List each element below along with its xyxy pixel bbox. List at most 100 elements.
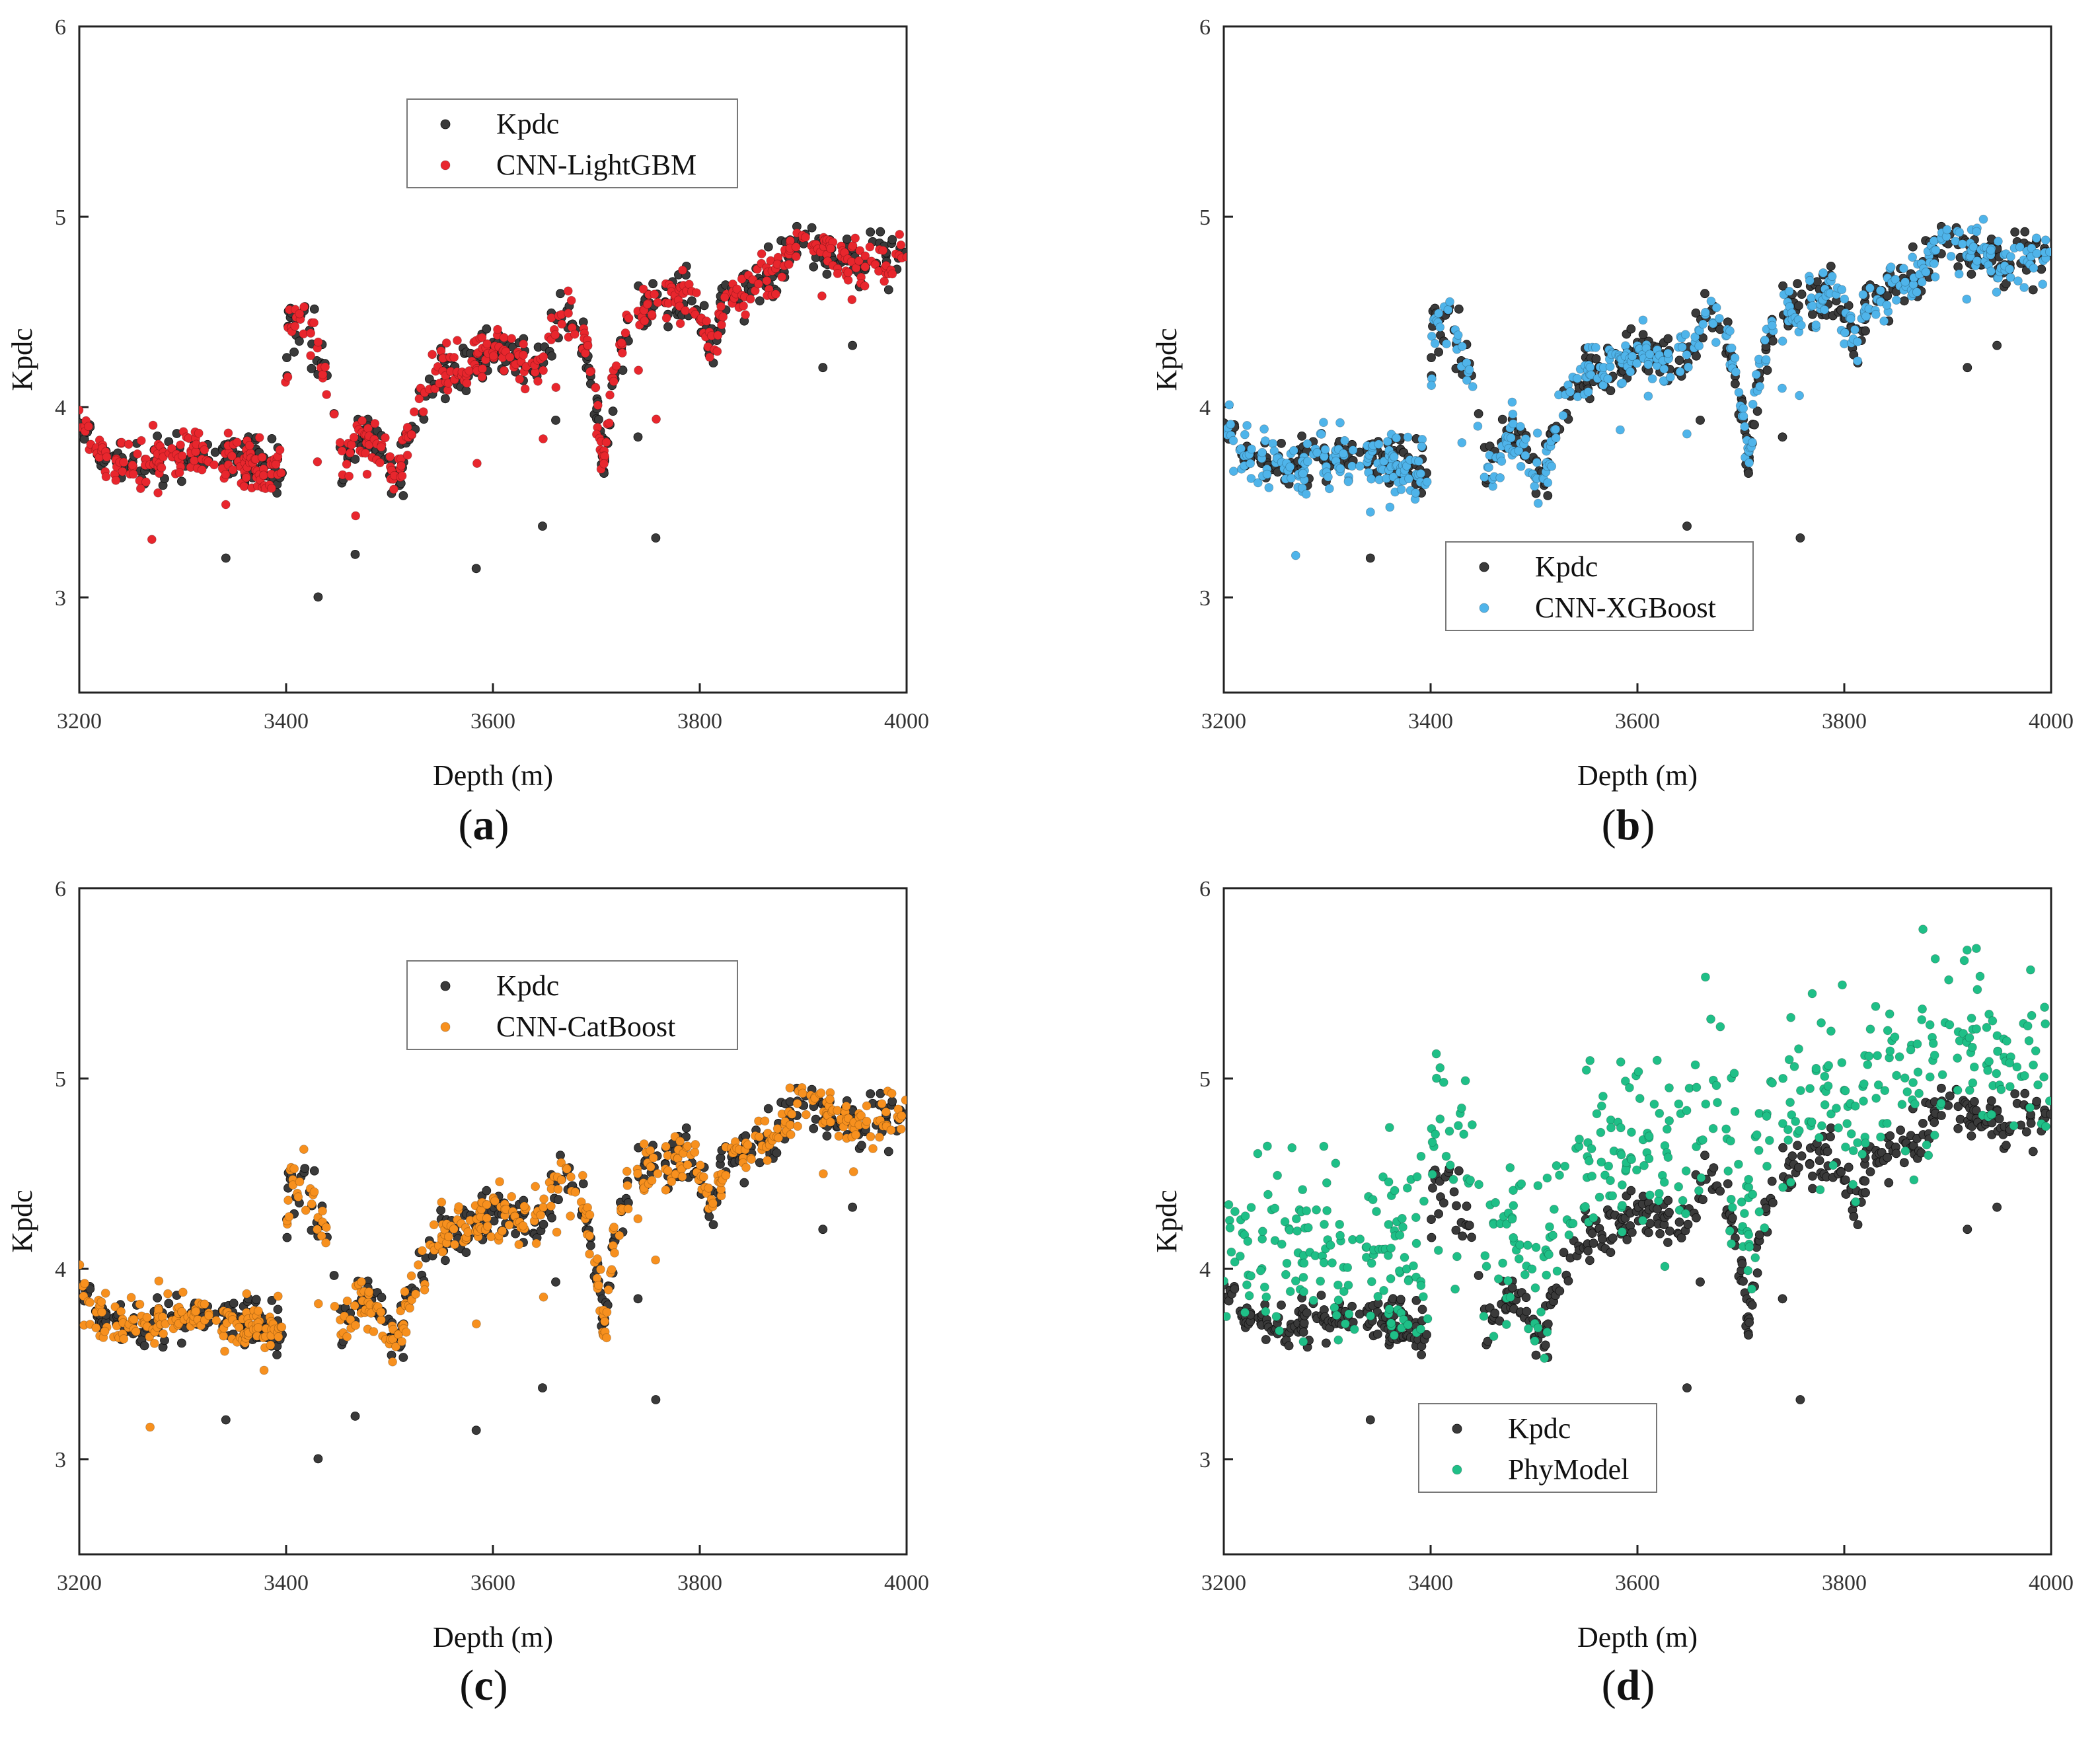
- phymodel-point: [1540, 1353, 1550, 1363]
- phymodel-point: [1649, 1100, 1659, 1109]
- series-cnn-catboost: [79, 1083, 907, 1432]
- phymodel-point: [1715, 1022, 1725, 1032]
- phymodel-point: [1585, 1056, 1595, 1065]
- phymodel-point: [1257, 1227, 1267, 1236]
- phymodel-point: [1299, 1258, 1309, 1268]
- cnn-catboost-point: [131, 1327, 141, 1336]
- cnn-catboost-point: [593, 1254, 602, 1264]
- phymodel-point: [1548, 1231, 1557, 1240]
- cnn-lightgbm-point: [539, 365, 548, 375]
- phymodel-point: [1988, 1016, 1998, 1026]
- cnn-xgboost-point: [1389, 452, 1399, 462]
- x-tick-label: 3400: [1408, 709, 1453, 734]
- phymodel-point: [1568, 1219, 1578, 1229]
- kpdc-point: [818, 363, 828, 373]
- cnn-lightgbm-point: [477, 372, 487, 382]
- cnn-xgboost-point: [1808, 301, 1817, 311]
- cnn-xgboost-point: [1778, 383, 1787, 393]
- kpdc-point: [1692, 1213, 1701, 1223]
- phymodel-point: [1291, 1276, 1300, 1286]
- cnn-xgboost-point: [1434, 309, 1444, 319]
- cnn-lightgbm-point: [720, 292, 730, 302]
- phymodel-point: [1727, 1239, 1737, 1248]
- kpdc-point: [1945, 1091, 1955, 1101]
- kpdc-point: [1674, 1217, 1684, 1227]
- phymodel-point: [1372, 1207, 1381, 1217]
- cnn-lightgbm-point: [605, 418, 614, 428]
- phymodel-point: [1259, 1282, 1269, 1292]
- kpdc-point: [300, 1164, 310, 1173]
- cnn-catboost-point: [866, 1132, 876, 1141]
- phymodel-point: [1416, 1281, 1426, 1291]
- cnn-catboost-point: [135, 1299, 145, 1309]
- cnn-xgboost-point: [1480, 473, 1489, 482]
- phymodel-point: [1617, 1180, 1627, 1190]
- panel-letter: a: [473, 801, 495, 849]
- cnn-catboost-point: [602, 1307, 612, 1317]
- cnn-xgboost-point: [1246, 474, 1256, 483]
- kpdc-point: [1643, 1228, 1653, 1238]
- x-tick-label: 3600: [1615, 709, 1660, 734]
- kpdc-point: [547, 351, 556, 361]
- cnn-lightgbm-point: [878, 246, 888, 255]
- cnn-xgboost-point: [1744, 458, 1754, 468]
- cnn-lightgbm-point: [309, 318, 319, 328]
- phymodel-point: [1256, 1266, 1265, 1275]
- phymodel-point: [1596, 1127, 1606, 1137]
- phymodel-point: [1721, 1124, 1731, 1134]
- cnn-xgboost-point: [1382, 437, 1392, 446]
- phymodel-point: [1618, 1201, 1627, 1210]
- phymodel-point: [1762, 1112, 1772, 1121]
- phymodel-point: [1784, 1055, 1794, 1065]
- cnn-catboost-point: [346, 1315, 356, 1324]
- cnn-xgboost-point: [1986, 245, 1996, 255]
- cnn-lightgbm-point: [855, 246, 865, 256]
- phymodel-point: [1439, 1077, 1448, 1087]
- cnn-lightgbm-point: [119, 457, 129, 467]
- kpdc-point: [1277, 439, 1286, 448]
- kpdc-point: [1955, 1114, 1965, 1124]
- cnn-lightgbm-point: [591, 383, 601, 393]
- kpdc-point: [139, 1341, 149, 1351]
- cnn-xgboost-point: [1316, 430, 1326, 439]
- phymodel-point: [1596, 1157, 1606, 1167]
- cnn-lightgbm-point: [652, 414, 661, 424]
- phymodel-point: [1240, 1211, 1250, 1221]
- kpdc-point: [2010, 227, 2020, 237]
- cnn-xgboost-point: [1572, 373, 1582, 383]
- y-tick-label: 3: [1199, 586, 1211, 611]
- cnn-xgboost-point: [1706, 296, 1716, 306]
- cnn-lightgbm-point: [601, 437, 611, 447]
- kpdc-point: [309, 304, 319, 314]
- phymodel-point: [1959, 956, 1969, 966]
- phymodel-point: [1397, 1213, 1407, 1223]
- x-tick-label: 4000: [2029, 1571, 2074, 1595]
- cnn-lightgbm-point: [221, 470, 231, 479]
- kpdc-point: [1860, 1176, 1870, 1186]
- cnn-xgboost-point: [2038, 280, 2048, 289]
- series-cnn-lightgbm: [79, 228, 907, 545]
- cnn-lightgbm-point: [141, 477, 151, 487]
- kpdc-point: [377, 1293, 387, 1303]
- kpdc-point: [887, 235, 897, 245]
- cnn-catboost-point: [388, 1357, 397, 1367]
- phymodel-point: [1367, 1277, 1376, 1287]
- legend-marker-prediction: [1479, 603, 1489, 613]
- phymodel-point: [1918, 1005, 1928, 1014]
- cnn-catboost-point: [841, 1102, 851, 1111]
- cnn-xgboost-point: [1659, 364, 1669, 374]
- phymodel-point: [1531, 1242, 1541, 1252]
- cnn-catboost-point: [330, 1301, 340, 1311]
- cnn-lightgbm-point: [357, 416, 367, 426]
- phymodel-point: [1744, 1242, 1754, 1252]
- cnn-lightgbm-point: [276, 468, 286, 478]
- cnn-catboost-point: [97, 1307, 107, 1317]
- cnn-lightgbm-point: [283, 372, 293, 382]
- phymodel-point: [1606, 1123, 1616, 1133]
- cnn-catboost-point: [609, 1223, 619, 1232]
- cnn-lightgbm-point: [174, 468, 184, 478]
- phymodel-point: [1665, 1116, 1674, 1125]
- cnn-catboost-point: [96, 1297, 106, 1307]
- kpdc-point: [1696, 416, 1705, 425]
- phymodel-point: [1402, 1183, 1412, 1193]
